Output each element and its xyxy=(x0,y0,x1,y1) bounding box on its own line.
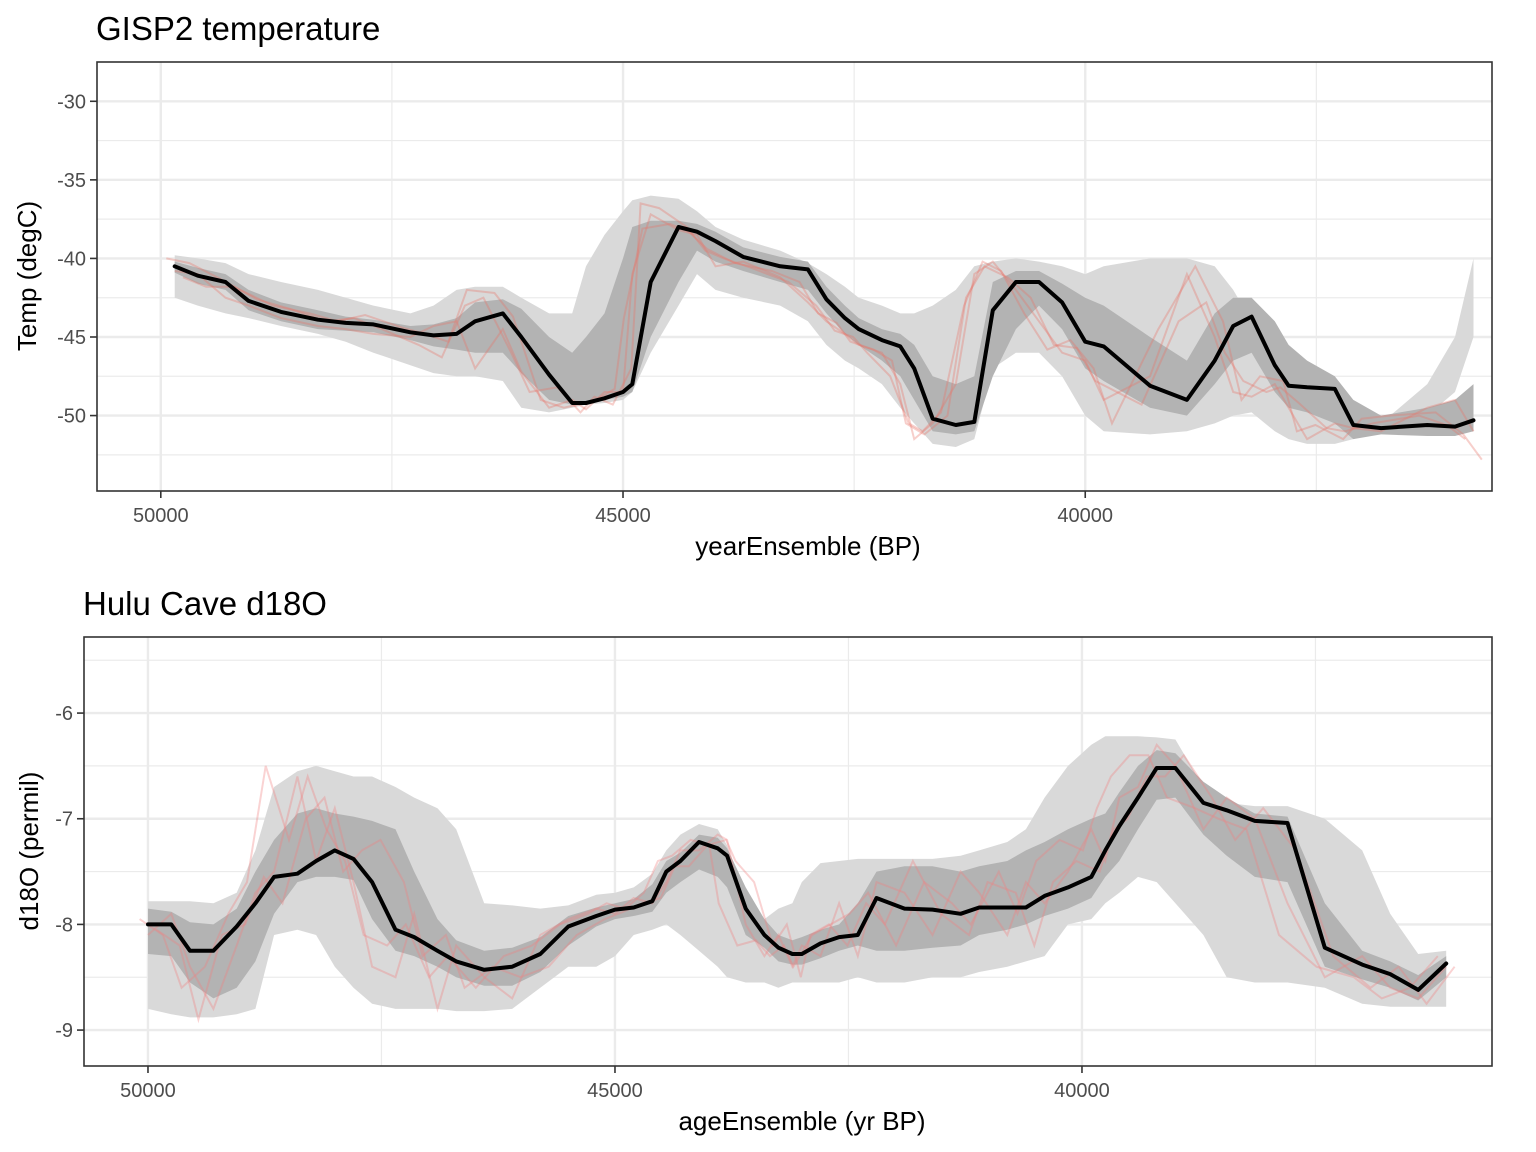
x-tick-label: 45000 xyxy=(587,1080,643,1102)
chart-title: GISP2 temperature xyxy=(96,10,380,47)
ensemble-member-line xyxy=(155,753,1456,1024)
x-tick-label: 40000 xyxy=(1054,1080,1110,1102)
median-line-group xyxy=(172,225,1476,431)
chart-title: Hulu Cave d18O xyxy=(83,585,327,622)
gisp2-temperature-panel: GISP2 temperature 50000 45000 40000 -30 -35 -… xyxy=(12,10,1493,561)
x-axis-title: yearEnsemble (BP) xyxy=(695,531,920,561)
x-axis-title: ageEnsemble (yr BP) xyxy=(678,1106,925,1136)
panel-border xyxy=(83,636,1493,1067)
ensemble-member-line xyxy=(174,212,1475,441)
median-line xyxy=(146,766,1449,992)
ensemble-member-line xyxy=(139,754,1439,1000)
y-tick-label: -30 xyxy=(57,91,86,113)
y-tick-label: -7 xyxy=(55,809,73,831)
median-line-group xyxy=(146,766,1449,992)
y-tick-label: -9 xyxy=(55,1020,73,1042)
y-tick-label: -6 xyxy=(55,703,73,725)
ensemble-members xyxy=(139,742,1456,1024)
hulu-cave-d18o-panel: Hulu Cave d18O 50000 45000 40000 -6 -7 -8 -9 a… xyxy=(14,585,1493,1136)
axis-ticks: 50000 45000 40000 -30 -35 -40 -45 -50 xyxy=(57,91,1113,527)
axis-ticks: 50000 45000 40000 -6 -7 -8 -9 xyxy=(55,703,1110,1102)
y-axis-title: Temp (degC) xyxy=(12,201,42,351)
y-tick-label: -45 xyxy=(57,327,86,349)
median-line xyxy=(172,225,1476,431)
ensemble-member-line xyxy=(147,742,1447,1013)
x-tick-label: 50000 xyxy=(120,1080,176,1102)
inner-uncertainty-band xyxy=(148,750,1447,1001)
x-tick-label: 45000 xyxy=(595,505,651,527)
ensemble-member-line xyxy=(182,202,1483,461)
x-tick-label: 50000 xyxy=(133,505,189,527)
panel-border xyxy=(96,61,1493,492)
y-tick-label: -40 xyxy=(57,248,86,270)
y-tick-label: -8 xyxy=(55,914,73,936)
y-tick-label: -50 xyxy=(57,406,86,428)
y-axis-title: d18O (permil) xyxy=(14,772,44,931)
uncertainty-bands xyxy=(148,736,1447,1018)
y-tick-label: -35 xyxy=(57,170,86,192)
x-tick-label: 40000 xyxy=(1057,505,1113,527)
